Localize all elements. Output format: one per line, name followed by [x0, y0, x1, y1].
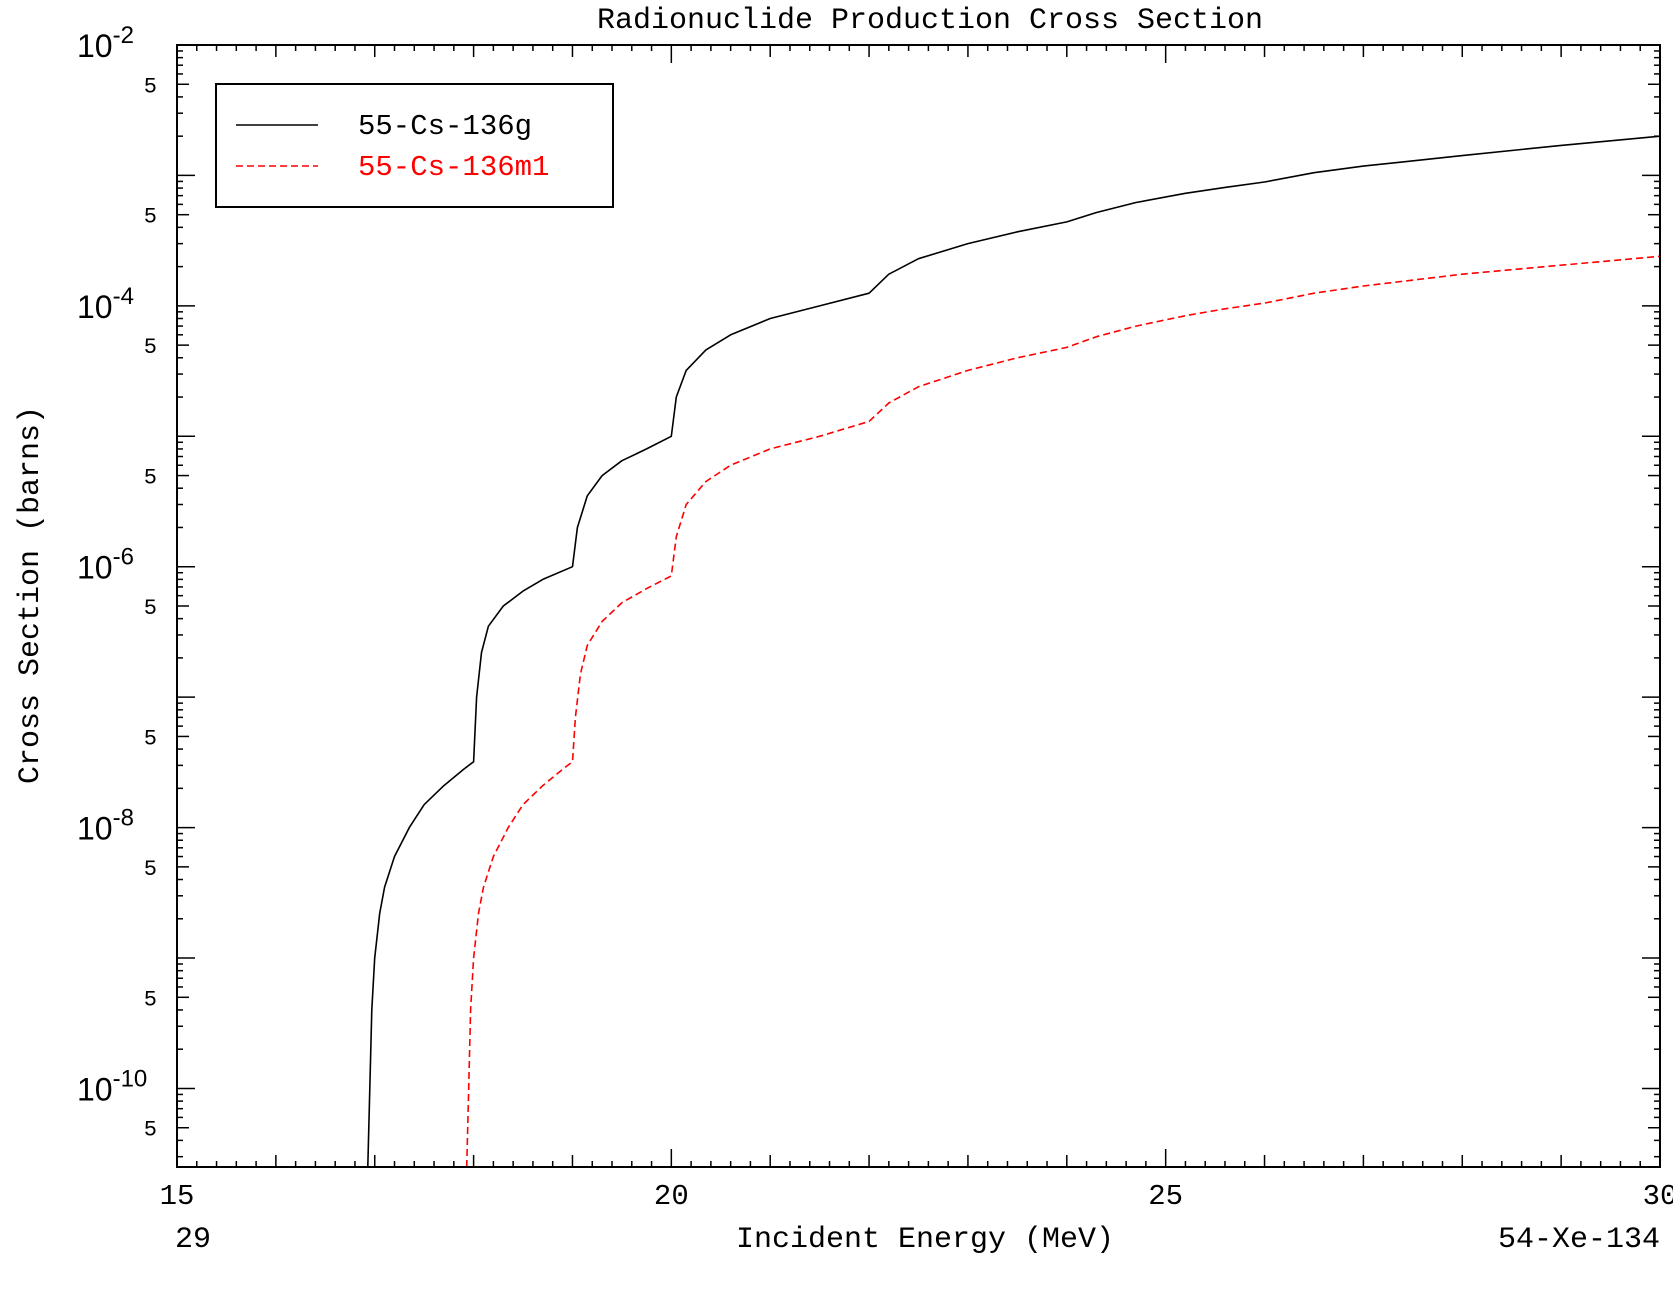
y-axis-label: Cross Section (barns): [14, 406, 48, 784]
legend: 55-Cs-136g 55-Cs-136m1: [215, 83, 614, 208]
y-decade-label: 10-8: [77, 805, 134, 847]
y-minor-tick-label: 5: [144, 1118, 157, 1143]
series-lines: [367, 135, 1661, 1168]
y-minor-tick-label: 5: [144, 726, 157, 751]
x-tick-label: 25: [1148, 1180, 1183, 1213]
y-minor-tick-label: 5: [144, 596, 157, 621]
footer-right-label: 54-Xe-134: [1498, 1223, 1660, 1257]
y-minor-tick-label: 5: [144, 857, 157, 882]
y-decade-label: 10-2: [77, 22, 134, 64]
y-decade-label: 10-4: [77, 283, 134, 325]
y-minor-tick-label: 5: [144, 205, 157, 230]
x-tick-label: 30: [1643, 1180, 1673, 1213]
series-line-cs136g: [367, 135, 1661, 1168]
y-minor-tick-label: 5: [144, 987, 157, 1012]
y-decade-label: 10-10: [77, 1065, 147, 1107]
legend-label-cs136g: 55-Cs-136g: [358, 110, 532, 143]
x-axis-label: Incident Energy (MeV): [736, 1223, 1114, 1257]
y-minor-tick-label: 5: [144, 335, 157, 360]
legend-label-cs136m1: 55-Cs-136m1: [358, 151, 549, 184]
x-tick-label: 15: [160, 1180, 195, 1213]
legend-box: [215, 83, 614, 208]
plot-frame: [176, 44, 1661, 1168]
x-tick-label: 20: [654, 1180, 689, 1213]
y-decade-label: 10-6: [77, 544, 134, 586]
footer-left-label: 29: [175, 1223, 211, 1257]
y-minor-tick-label: 5: [144, 466, 157, 491]
chart-title: Radionuclide Production Cross Section: [597, 4, 1263, 38]
y-minor-tick-label: 5: [144, 74, 157, 99]
